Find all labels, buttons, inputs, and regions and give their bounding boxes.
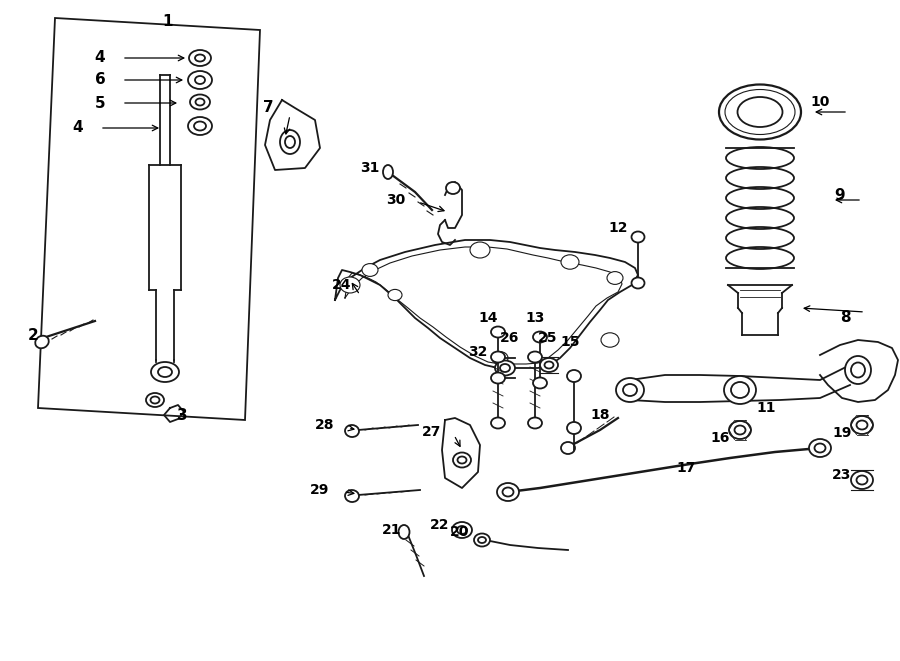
Text: 3: 3 [176, 407, 187, 422]
Ellipse shape [491, 418, 505, 428]
Ellipse shape [845, 356, 871, 384]
Ellipse shape [190, 95, 210, 110]
Ellipse shape [491, 327, 505, 338]
Ellipse shape [632, 278, 644, 288]
Ellipse shape [851, 416, 873, 434]
Ellipse shape [189, 50, 211, 66]
Text: 2: 2 [28, 327, 39, 342]
Text: 28: 28 [315, 418, 335, 432]
Ellipse shape [383, 165, 393, 179]
Ellipse shape [561, 442, 575, 454]
Text: 1: 1 [163, 15, 173, 30]
Ellipse shape [362, 264, 378, 276]
Text: 4: 4 [73, 120, 84, 136]
Text: 7: 7 [263, 100, 274, 116]
Text: 5: 5 [94, 95, 105, 110]
Text: 4: 4 [94, 50, 105, 65]
Polygon shape [630, 365, 850, 402]
Ellipse shape [146, 393, 164, 407]
Text: 13: 13 [526, 311, 544, 325]
Ellipse shape [729, 421, 751, 439]
Text: 6: 6 [94, 73, 105, 87]
Polygon shape [442, 418, 480, 488]
Ellipse shape [737, 97, 782, 127]
Text: 25: 25 [538, 331, 558, 345]
Ellipse shape [446, 182, 460, 194]
Text: 19: 19 [832, 426, 851, 440]
Text: 10: 10 [810, 95, 830, 109]
Text: 22: 22 [430, 518, 450, 532]
Ellipse shape [607, 272, 623, 284]
Ellipse shape [497, 483, 519, 501]
Polygon shape [335, 240, 638, 368]
Ellipse shape [188, 117, 212, 135]
Text: 29: 29 [310, 483, 329, 497]
Ellipse shape [453, 453, 471, 467]
Ellipse shape [345, 425, 359, 437]
Ellipse shape [491, 352, 505, 362]
Text: 16: 16 [710, 431, 730, 445]
Text: 23: 23 [832, 468, 851, 482]
Ellipse shape [601, 332, 619, 347]
Ellipse shape [188, 71, 212, 89]
Text: 31: 31 [360, 161, 380, 175]
Ellipse shape [533, 377, 547, 389]
Ellipse shape [533, 332, 547, 342]
Ellipse shape [491, 373, 505, 383]
Ellipse shape [528, 418, 542, 428]
Text: 11: 11 [756, 401, 776, 415]
Ellipse shape [851, 471, 873, 489]
Text: 8: 8 [840, 311, 850, 325]
Ellipse shape [528, 352, 542, 362]
Polygon shape [820, 340, 898, 402]
Text: 17: 17 [676, 461, 696, 475]
Ellipse shape [632, 231, 644, 243]
Ellipse shape [280, 130, 300, 154]
Ellipse shape [340, 277, 360, 293]
Ellipse shape [470, 242, 490, 258]
Text: 24: 24 [332, 278, 352, 292]
Ellipse shape [474, 533, 490, 547]
Ellipse shape [492, 352, 508, 364]
Ellipse shape [719, 85, 801, 139]
Ellipse shape [540, 358, 558, 372]
Ellipse shape [616, 378, 644, 402]
Text: 20: 20 [450, 525, 470, 539]
Ellipse shape [809, 439, 831, 457]
Text: 32: 32 [468, 345, 488, 359]
Ellipse shape [35, 336, 49, 348]
Ellipse shape [399, 525, 410, 539]
Ellipse shape [388, 290, 402, 301]
Ellipse shape [345, 490, 359, 502]
Ellipse shape [567, 422, 581, 434]
Ellipse shape [151, 362, 179, 382]
Text: 12: 12 [608, 221, 628, 235]
Text: 14: 14 [478, 311, 498, 325]
Text: 26: 26 [500, 331, 519, 345]
Text: 9: 9 [834, 188, 845, 202]
Text: 27: 27 [422, 425, 442, 439]
Polygon shape [38, 18, 260, 420]
Ellipse shape [567, 370, 581, 382]
Ellipse shape [495, 360, 515, 375]
Ellipse shape [561, 254, 579, 269]
Polygon shape [265, 100, 320, 170]
Text: 15: 15 [560, 335, 580, 349]
Ellipse shape [452, 522, 472, 538]
Text: 30: 30 [386, 193, 406, 207]
Ellipse shape [724, 376, 756, 404]
Text: 18: 18 [590, 408, 610, 422]
Ellipse shape [725, 89, 795, 134]
Text: 21: 21 [382, 523, 401, 537]
